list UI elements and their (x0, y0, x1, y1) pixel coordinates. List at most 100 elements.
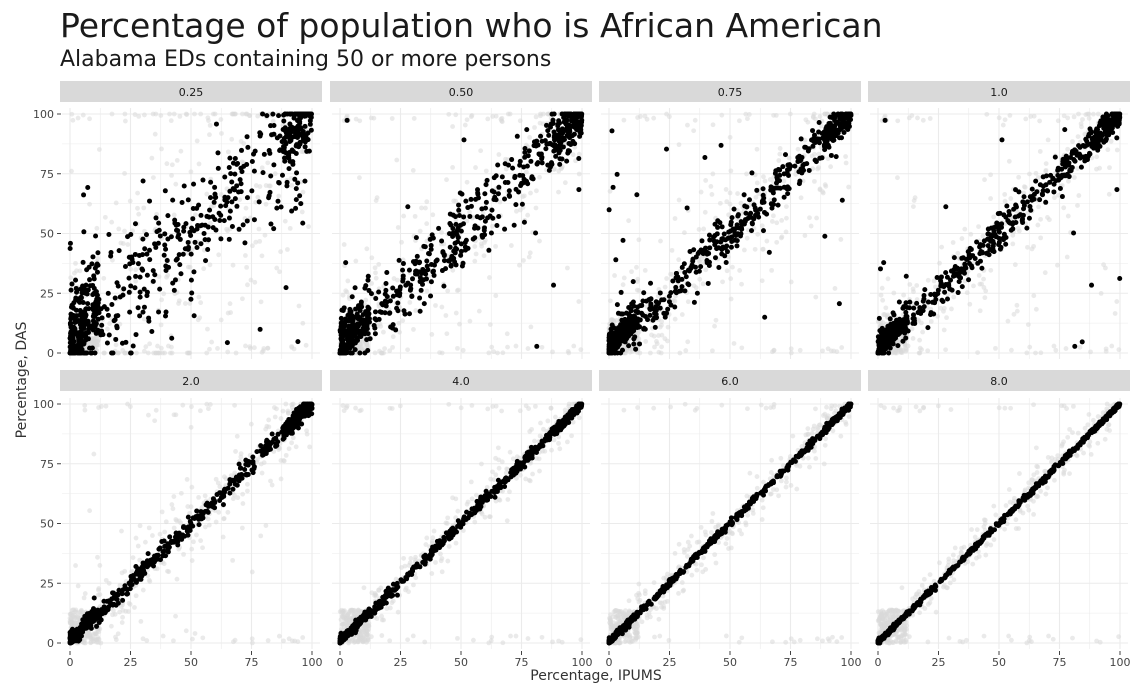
background-point (915, 116, 920, 121)
background-point (142, 113, 147, 118)
background-point (763, 179, 768, 184)
data-point (668, 290, 673, 295)
y-tick-label: 0 (47, 347, 54, 360)
data-point (74, 290, 79, 295)
data-point (478, 215, 483, 220)
background-point (472, 259, 477, 264)
background-point (1003, 117, 1008, 122)
data-point (735, 213, 740, 218)
data-point (228, 209, 233, 214)
data-point (186, 197, 191, 202)
background-point (1009, 348, 1014, 353)
background-point (649, 333, 654, 338)
background-point (353, 259, 358, 264)
background-point (411, 327, 416, 332)
data-point (485, 178, 490, 183)
data-point (1051, 189, 1056, 194)
background-point (1013, 262, 1018, 267)
data-point (110, 351, 115, 356)
data-point (227, 216, 232, 221)
data-point (350, 351, 355, 356)
data-point (91, 314, 96, 319)
background-point (446, 112, 451, 117)
background-point (906, 344, 911, 349)
background-point (363, 298, 368, 303)
data-point (787, 162, 792, 167)
background-point (260, 165, 265, 170)
data-point (285, 180, 290, 185)
background-point (701, 281, 706, 286)
background-point (244, 265, 249, 270)
data-point (175, 235, 180, 240)
background-point (798, 348, 803, 353)
data-point (376, 289, 381, 294)
data-point (635, 318, 640, 323)
background-point (814, 216, 819, 221)
background-point (659, 351, 664, 356)
data-point (341, 308, 346, 313)
data-point (822, 234, 827, 239)
data-point (1013, 203, 1018, 208)
data-point (830, 115, 835, 120)
background-point (151, 112, 156, 117)
background-point (944, 315, 949, 320)
background-point (425, 289, 430, 294)
data-point (664, 147, 669, 152)
background-point (119, 241, 124, 246)
data-point (611, 325, 616, 330)
data-point (665, 307, 670, 312)
data-point (475, 192, 480, 197)
data-point (724, 244, 729, 249)
background-point (1010, 241, 1015, 246)
background-point (253, 240, 258, 245)
background-point (703, 178, 708, 183)
data-point (1110, 118, 1115, 123)
background-point (676, 257, 681, 262)
data-point (986, 243, 991, 248)
data-point (1068, 155, 1073, 160)
data-point (1061, 157, 1066, 162)
background-point (400, 318, 405, 323)
background-point (134, 351, 139, 356)
data-point (357, 351, 362, 356)
data-point (1093, 129, 1098, 134)
data-point (351, 330, 356, 335)
background-point (538, 121, 543, 126)
background-point (968, 232, 973, 237)
background-point (373, 270, 378, 275)
background-point (770, 219, 775, 224)
background-point (341, 293, 346, 298)
background-point (1022, 184, 1027, 189)
background-point (753, 247, 758, 252)
data-point (414, 235, 419, 240)
background-point (521, 258, 526, 263)
background-point (771, 213, 776, 218)
data-point (969, 247, 974, 252)
data-point (283, 142, 288, 147)
data-point (358, 319, 363, 324)
data-point (365, 326, 370, 331)
data-point (782, 195, 787, 200)
data-point (203, 258, 208, 263)
data-point (1102, 115, 1107, 120)
data-point (456, 203, 461, 208)
data-point (1067, 174, 1072, 179)
background-point (159, 147, 164, 152)
data-point (431, 269, 436, 274)
background-point (664, 276, 669, 281)
data-point (534, 143, 539, 148)
background-point (942, 328, 947, 333)
data-point (93, 234, 98, 239)
background-point (813, 295, 818, 300)
data-point (227, 165, 232, 170)
background-point (812, 152, 817, 157)
background-point (735, 191, 740, 196)
data-point (421, 244, 426, 249)
data-point (713, 255, 718, 260)
data-point (691, 247, 696, 252)
background-point (648, 351, 653, 356)
data-point (959, 256, 964, 261)
data-point (635, 305, 640, 310)
data-point (1034, 189, 1039, 194)
background-point (493, 293, 498, 298)
